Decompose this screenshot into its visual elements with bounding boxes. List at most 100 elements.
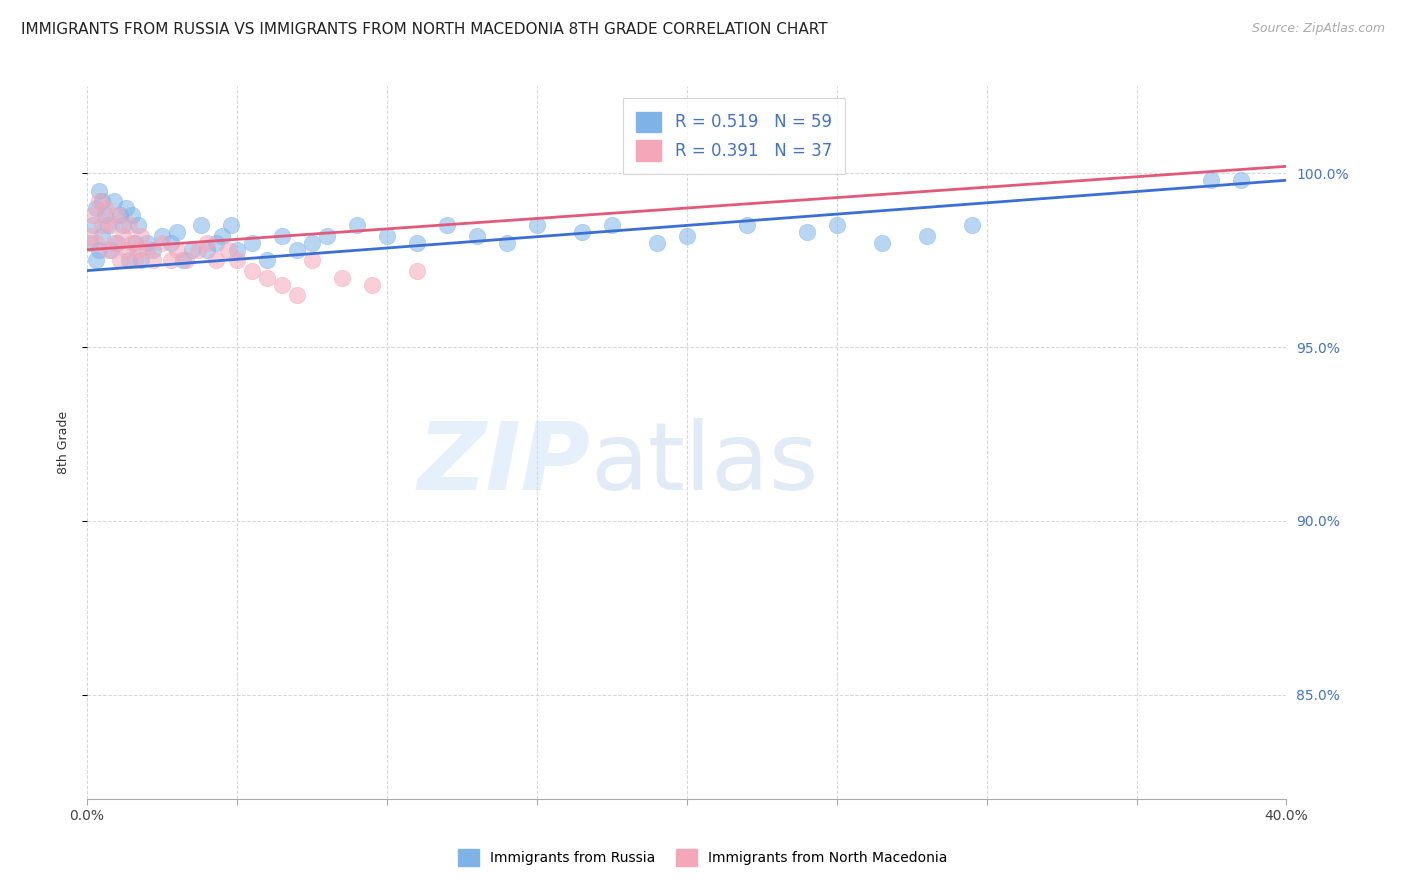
Point: [142, 253, 165, 268]
Point: [121, 235, 143, 250]
Point: [135, 235, 157, 250]
Point: [159, 253, 181, 268]
Point: [180, 243, 202, 257]
Text: Source: ZipAtlas.com: Source: ZipAtlas.com: [1251, 22, 1385, 36]
Text: ZIP: ZIP: [418, 418, 591, 510]
Point: [94, 201, 117, 215]
Point: [330, 270, 353, 285]
Point: [796, 226, 818, 240]
Point: [79, 235, 101, 250]
Point: [111, 228, 134, 243]
Point: [121, 208, 143, 222]
Point: [1230, 173, 1253, 187]
Point: [285, 243, 308, 257]
Point: [114, 243, 136, 257]
Point: [960, 219, 983, 233]
Point: [270, 228, 292, 243]
Point: [405, 263, 427, 277]
Point: [600, 219, 623, 233]
Point: [79, 228, 101, 243]
Point: [675, 228, 697, 243]
Legend: R = 0.519   N = 59, R = 0.391   N = 37: R = 0.519 N = 59, R = 0.391 N = 37: [623, 98, 845, 174]
Point: [870, 235, 893, 250]
Point: [114, 201, 136, 215]
Point: [225, 243, 247, 257]
Point: [436, 219, 458, 233]
Point: [127, 219, 149, 233]
Point: [105, 235, 128, 250]
Point: [360, 277, 382, 292]
Point: [159, 235, 181, 250]
Point: [285, 288, 308, 302]
Point: [526, 219, 548, 233]
Point: [735, 219, 758, 233]
Point: [150, 235, 173, 250]
Point: [195, 235, 218, 250]
Point: [82, 208, 104, 222]
Point: [90, 219, 112, 233]
Legend: Immigrants from Russia, Immigrants from North Macedonia: Immigrants from Russia, Immigrants from …: [453, 844, 953, 871]
Point: [190, 219, 212, 233]
Point: [256, 253, 278, 268]
Point: [103, 194, 125, 208]
Point: [166, 226, 188, 240]
Point: [204, 235, 226, 250]
Point: [375, 228, 398, 243]
Point: [90, 228, 112, 243]
Point: [84, 201, 107, 215]
Point: [219, 219, 242, 233]
Point: [346, 219, 368, 233]
Point: [256, 270, 278, 285]
Point: [204, 253, 226, 268]
Point: [240, 235, 263, 250]
Point: [240, 263, 263, 277]
Point: [105, 208, 128, 222]
Point: [571, 226, 593, 240]
Point: [270, 277, 292, 292]
Point: [174, 253, 197, 268]
Point: [301, 253, 323, 268]
Point: [915, 228, 938, 243]
Point: [84, 235, 107, 250]
Point: [135, 243, 157, 257]
Point: [187, 243, 209, 257]
Point: [129, 228, 152, 243]
Point: [645, 235, 668, 250]
Point: [217, 243, 239, 257]
Point: [195, 243, 218, 257]
Point: [142, 243, 165, 257]
Point: [124, 235, 146, 250]
Point: [90, 194, 112, 208]
Point: [100, 219, 122, 233]
Point: [87, 243, 110, 257]
Text: atlas: atlas: [591, 418, 818, 510]
Point: [465, 228, 488, 243]
Point: [84, 253, 107, 268]
Point: [103, 235, 125, 250]
Point: [82, 219, 104, 233]
Text: IMMIGRANTS FROM RUSSIA VS IMMIGRANTS FROM NORTH MACEDONIA 8TH GRADE CORRELATION : IMMIGRANTS FROM RUSSIA VS IMMIGRANTS FRO…: [21, 22, 828, 37]
Point: [495, 235, 517, 250]
Point: [97, 243, 120, 257]
Point: [118, 219, 141, 233]
Point: [118, 253, 141, 268]
Point: [301, 235, 323, 250]
Point: [108, 253, 131, 268]
Point: [129, 253, 152, 268]
Point: [94, 208, 117, 222]
Y-axis label: 8th Grade: 8th Grade: [58, 411, 70, 475]
Point: [127, 243, 149, 257]
Point: [211, 228, 233, 243]
Point: [315, 228, 337, 243]
Point: [97, 219, 120, 233]
Point: [87, 194, 110, 208]
Point: [150, 228, 173, 243]
Point: [108, 208, 131, 222]
Point: [225, 253, 247, 268]
Point: [172, 253, 194, 268]
Point: [825, 219, 848, 233]
Point: [87, 184, 110, 198]
Point: [166, 243, 188, 257]
Point: [111, 219, 134, 233]
Point: [100, 243, 122, 257]
